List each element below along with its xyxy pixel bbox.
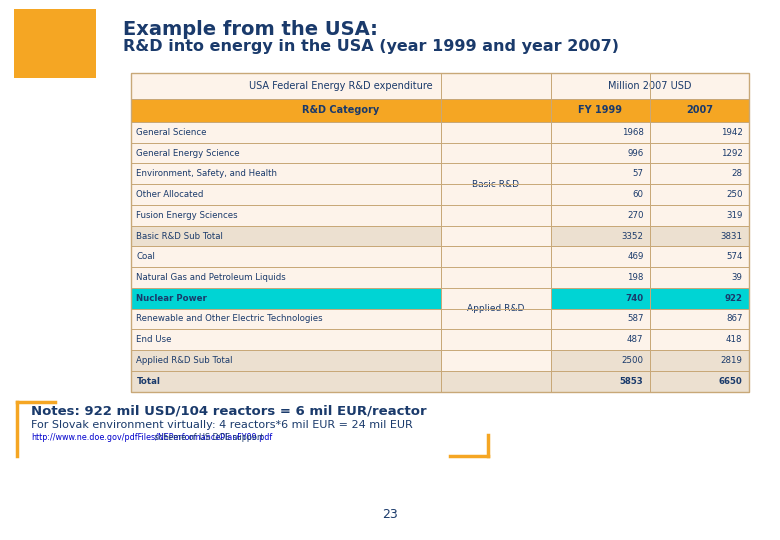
Text: 319: 319	[726, 211, 743, 220]
Text: 5853: 5853	[620, 376, 644, 386]
Text: 23: 23	[382, 508, 398, 521]
Text: 996: 996	[627, 148, 643, 158]
Text: 574: 574	[726, 252, 743, 261]
Text: Natural Gas and Petroleum Liquids: Natural Gas and Petroleum Liquids	[136, 273, 286, 282]
Text: 2819: 2819	[721, 356, 743, 365]
Text: 270: 270	[627, 211, 643, 220]
Text: 28: 28	[732, 170, 743, 178]
Text: Applied R&D: Applied R&D	[467, 304, 524, 313]
Text: scheme of US DOE support: scheme of US DOE support	[152, 433, 264, 442]
Text: General Energy Science: General Energy Science	[136, 148, 240, 158]
Text: 3352: 3352	[622, 232, 644, 240]
Text: Total: Total	[136, 376, 161, 386]
Text: 1942: 1942	[721, 128, 743, 137]
Text: 39: 39	[732, 273, 743, 282]
Text: FY 1999: FY 1999	[578, 105, 622, 116]
Text: Notes: 922 mil USD/104 reactors = 6 mil EUR/reactor: Notes: 922 mil USD/104 reactors = 6 mil …	[31, 405, 427, 418]
Text: 1968: 1968	[622, 128, 644, 137]
Text: http://www.ne.doe.gov/pdfFiles/NEPerformancePlanFY09.pdf: http://www.ne.doe.gov/pdfFiles/NEPerform…	[31, 433, 272, 442]
Text: 418: 418	[726, 335, 743, 344]
Text: For Slovak environment virtually: 4 reactors*6 mil EUR = 24 mil EUR: For Slovak environment virtually: 4 reac…	[31, 420, 413, 430]
Text: General Science: General Science	[136, 128, 207, 137]
Text: Other Allocated: Other Allocated	[136, 190, 204, 199]
Text: 3831: 3831	[721, 232, 743, 240]
Text: Renewable and Other Electric Technologies: Renewable and Other Electric Technologie…	[136, 314, 323, 323]
Text: R&D into energy in the USA (year 1999 and year 2007): R&D into energy in the USA (year 1999 an…	[123, 39, 619, 54]
Text: Applied R&D Sub Total: Applied R&D Sub Total	[136, 356, 233, 365]
Text: R&D Category: R&D Category	[302, 105, 380, 116]
Text: Fusion Energy Sciences: Fusion Energy Sciences	[136, 211, 238, 220]
Text: USA Federal Energy R&D expenditure: USA Federal Energy R&D expenditure	[249, 81, 433, 91]
Text: 60: 60	[633, 190, 644, 199]
Text: Example from the USA:: Example from the USA:	[123, 20, 378, 39]
Text: 922: 922	[725, 294, 743, 303]
Text: Million 2007 USD: Million 2007 USD	[608, 81, 692, 91]
Text: Basic R&D Sub Total: Basic R&D Sub Total	[136, 232, 223, 240]
Text: 198: 198	[627, 273, 643, 282]
Text: End Use: End Use	[136, 335, 172, 344]
Text: 469: 469	[627, 252, 643, 261]
Text: 57: 57	[633, 170, 644, 178]
Text: 2500: 2500	[622, 356, 644, 365]
Text: 250: 250	[726, 190, 743, 199]
Text: Environment, Safety, and Health: Environment, Safety, and Health	[136, 170, 278, 178]
Text: 487: 487	[627, 335, 643, 344]
Text: 587: 587	[627, 314, 643, 323]
Text: 867: 867	[726, 314, 743, 323]
Text: Coal: Coal	[136, 252, 155, 261]
Text: 6650: 6650	[719, 376, 743, 386]
Text: 740: 740	[626, 294, 644, 303]
Text: 2007: 2007	[686, 105, 713, 116]
Text: 1292: 1292	[721, 148, 743, 158]
Text: Nuclear Power: Nuclear Power	[136, 294, 207, 303]
Text: Basic R&D: Basic R&D	[472, 180, 519, 188]
